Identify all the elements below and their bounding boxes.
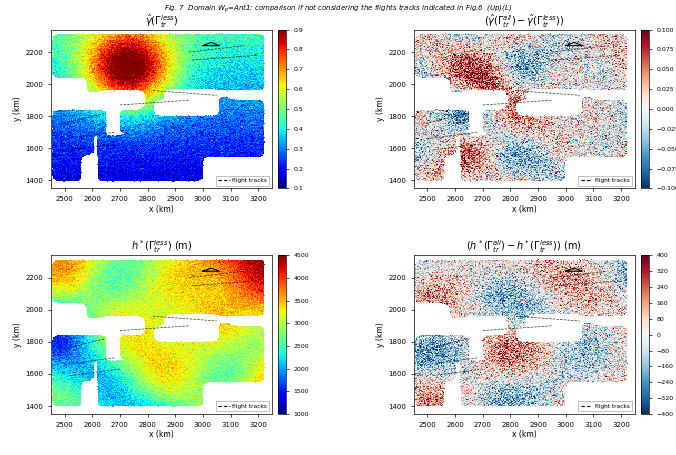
Legend: flight tracks: flight tracks xyxy=(579,401,632,411)
Legend: flight tracks: flight tracks xyxy=(216,401,269,411)
Title: $(h^*(\Gamma_{tr}^{all}) - h^*(\Gamma_{tr}^{less}))$ (m): $(h^*(\Gamma_{tr}^{all}) - h^*(\Gamma_{t… xyxy=(466,238,582,255)
Y-axis label: y (km): y (km) xyxy=(14,322,22,347)
Y-axis label: y (km): y (km) xyxy=(14,96,22,121)
Y-axis label: y (km): y (km) xyxy=(376,322,385,347)
Legend: flight tracks: flight tracks xyxy=(216,176,269,186)
Text: Fig. 7  Domain W$_p$=Ant1: comparison if not considering the flights tracks indi: Fig. 7 Domain W$_p$=Ant1: comparison if … xyxy=(164,2,512,15)
Title: $\hat{\gamma}(\Gamma_{tr}^{less})$: $\hat{\gamma}(\Gamma_{tr}^{less})$ xyxy=(145,12,178,30)
Y-axis label: y (km): y (km) xyxy=(376,96,385,121)
X-axis label: x (km): x (km) xyxy=(512,430,537,440)
Title: $(\hat{\gamma}(\Gamma_{tr}^{all}) - \hat{\gamma}(\Gamma_{tr}^{less}))$: $(\hat{\gamma}(\Gamma_{tr}^{all}) - \hat… xyxy=(484,12,564,30)
X-axis label: x (km): x (km) xyxy=(149,430,174,440)
X-axis label: x (km): x (km) xyxy=(149,205,174,214)
Title: $h^*(\Gamma_{tr}^{less})$ (m): $h^*(\Gamma_{tr}^{less})$ (m) xyxy=(130,238,192,255)
X-axis label: x (km): x (km) xyxy=(512,205,537,214)
Legend: flight tracks: flight tracks xyxy=(579,176,632,186)
